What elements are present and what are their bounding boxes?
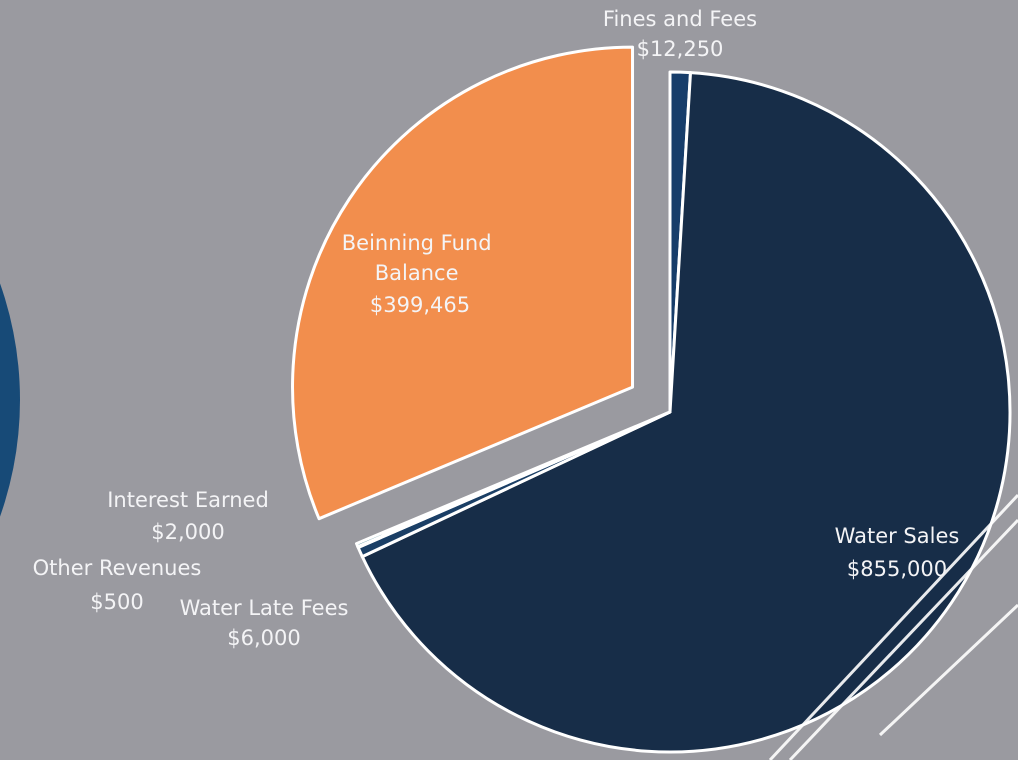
- label-beginning-fund-balance-line1: Beinning Fund: [342, 231, 492, 255]
- value-fines-and-fees: $12,250: [637, 37, 724, 61]
- label-beginning-fund-balance-line2: Balance: [375, 261, 459, 285]
- label-beginning-fund-balance: Beinning Fund Balance $399,465: [342, 231, 499, 317]
- value-beginning-fund-balance: $399,465: [370, 293, 470, 317]
- value-other-revenues: $500: [90, 590, 143, 614]
- pie-slices: [291, 45, 1012, 754]
- label-water-sales: Water Sales: [835, 524, 960, 548]
- value-water-late-fees: $6,000: [227, 626, 300, 650]
- side-pie-fragment: [0, 283, 20, 517]
- label-water-late-fees: Water Late Fees: [180, 596, 349, 620]
- value-interest-earned: $2,000: [151, 520, 224, 544]
- pie-labels: Fines and Fees $12,250 Water Sales $855,…: [33, 7, 960, 650]
- value-water-sales: $855,000: [847, 557, 947, 581]
- label-other-revenues: Other Revenues: [33, 556, 202, 580]
- pie-slice-water-sales: [360, 71, 1012, 754]
- label-interest-earned: Interest Earned: [107, 488, 269, 512]
- label-fines-and-fees: Fines and Fees: [603, 7, 757, 31]
- pie-slice-beinning-fund-balance: [291, 45, 635, 521]
- pie-slice-interest-earned: [355, 410, 672, 549]
- decorative-lines: [768, 493, 1018, 760]
